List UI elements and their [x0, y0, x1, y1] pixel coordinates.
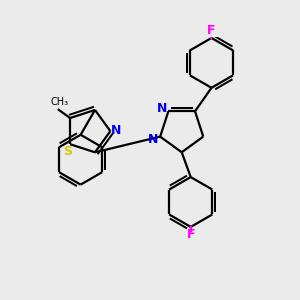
Text: F: F [187, 228, 195, 241]
Text: N: N [111, 124, 122, 137]
Text: N: N [156, 102, 167, 115]
Text: N: N [148, 133, 159, 146]
Text: CH₃: CH₃ [50, 98, 68, 107]
Text: S: S [63, 145, 72, 158]
Text: F: F [207, 24, 216, 37]
